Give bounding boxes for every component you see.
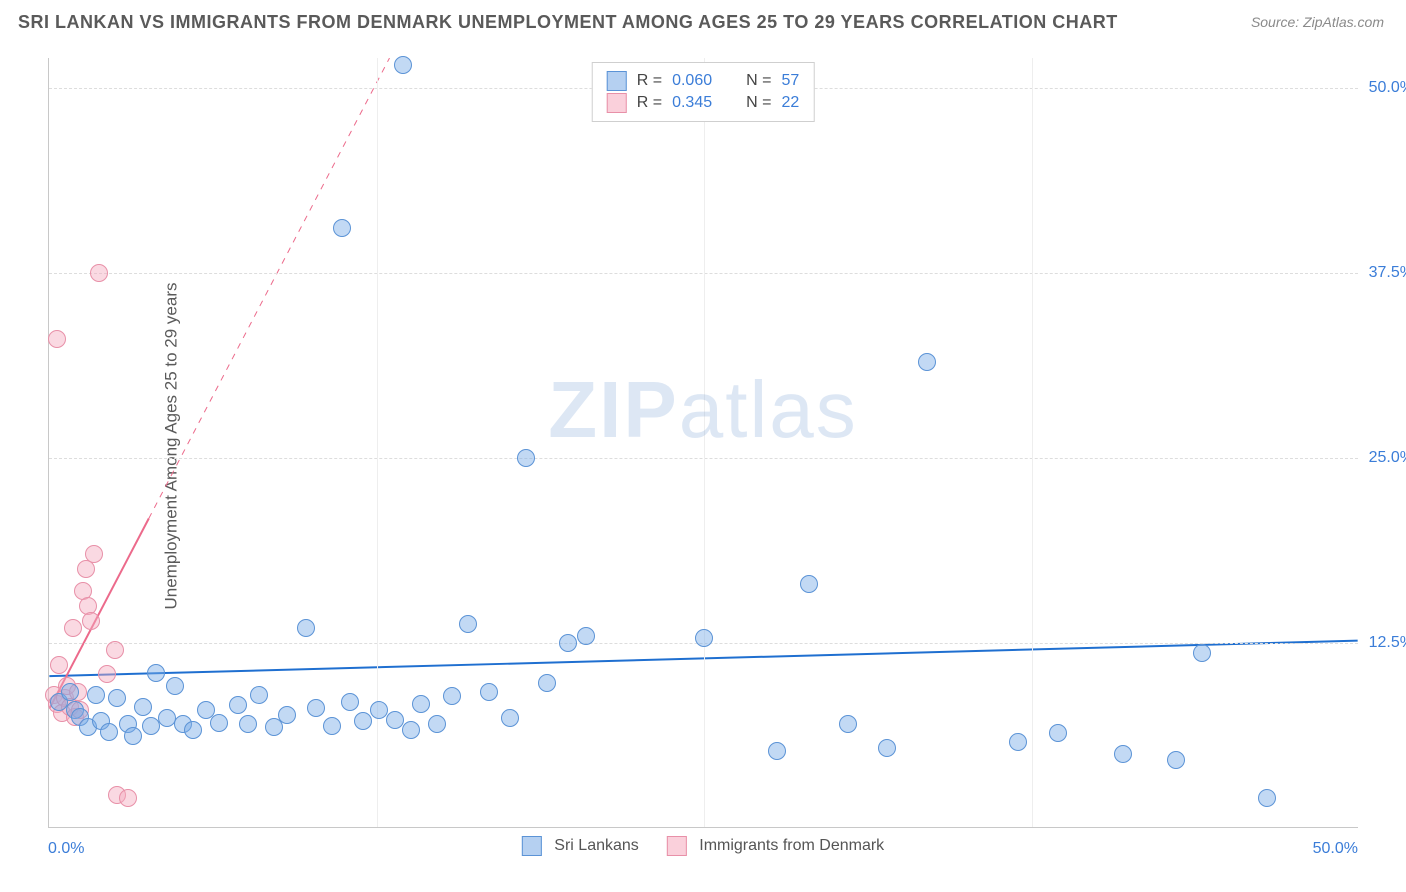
legend-swatch-pink — [667, 836, 687, 856]
legend-stats: R = 0.060 N = 57 R = 0.345 N = 22 — [592, 62, 815, 122]
data-point — [517, 449, 535, 467]
data-point — [1167, 751, 1185, 769]
data-point — [134, 698, 152, 716]
data-point — [90, 264, 108, 282]
data-point — [1258, 789, 1276, 807]
legend-label-pink: Immigrants from Denmark — [699, 837, 884, 854]
data-point — [443, 687, 461, 705]
data-point — [210, 714, 228, 732]
data-point — [64, 619, 82, 637]
data-point — [341, 693, 359, 711]
data-point — [48, 330, 66, 348]
data-point — [323, 717, 341, 735]
data-point — [50, 656, 68, 674]
data-point — [394, 56, 412, 74]
r-value-pink: 0.345 — [672, 94, 712, 112]
data-point — [87, 686, 105, 704]
data-point — [412, 695, 430, 713]
legend-swatch-pink — [607, 93, 627, 113]
y-tick-label: 12.5% — [1369, 634, 1406, 652]
n-value-pink: 22 — [781, 94, 799, 112]
data-point — [100, 723, 118, 741]
x-tick-max: 50.0% — [1313, 840, 1358, 858]
data-point — [839, 715, 857, 733]
legend-stats-row-pink: R = 0.345 N = 22 — [607, 93, 800, 113]
data-point — [577, 627, 595, 645]
legend-swatch-blue — [522, 836, 542, 856]
data-point — [166, 677, 184, 695]
data-point — [239, 715, 257, 733]
gridline-v — [704, 58, 705, 827]
r-label: R = — [637, 94, 662, 112]
data-point — [82, 612, 100, 630]
correlation-chart: SRI LANKAN VS IMMIGRANTS FROM DENMARK UN… — [0, 0, 1406, 892]
data-point — [459, 615, 477, 633]
data-point — [480, 683, 498, 701]
data-point — [538, 674, 556, 692]
legend-swatch-blue — [607, 71, 627, 91]
data-point — [878, 739, 896, 757]
data-point — [768, 742, 786, 760]
data-point — [278, 706, 296, 724]
data-point — [428, 715, 446, 733]
data-point — [695, 629, 713, 647]
legend-series: Sri Lankans Immigrants from Denmark — [522, 836, 884, 856]
plot-area: 12.5%25.0%37.5%50.0% — [48, 58, 1358, 828]
data-point — [297, 619, 315, 637]
r-label: R = — [637, 72, 662, 90]
data-point — [1114, 745, 1132, 763]
chart-title: SRI LANKAN VS IMMIGRANTS FROM DENMARK UN… — [18, 12, 1118, 33]
data-point — [307, 699, 325, 717]
y-tick-label: 37.5% — [1369, 264, 1406, 282]
data-point — [333, 219, 351, 237]
gridline-v — [1032, 58, 1033, 827]
data-point — [1049, 724, 1067, 742]
r-value-blue: 0.060 — [672, 72, 712, 90]
data-point — [124, 727, 142, 745]
x-tick-min: 0.0% — [48, 840, 84, 858]
legend-item-blue: Sri Lankans — [522, 836, 639, 856]
data-point — [250, 686, 268, 704]
data-point — [800, 575, 818, 593]
data-point — [184, 721, 202, 739]
data-point — [98, 665, 116, 683]
legend-label-blue: Sri Lankans — [554, 837, 639, 854]
data-point — [559, 634, 577, 652]
data-point — [402, 721, 420, 739]
n-label: N = — [746, 94, 771, 112]
data-point — [106, 641, 124, 659]
data-point — [501, 709, 519, 727]
chart-source: Source: ZipAtlas.com — [1251, 14, 1384, 30]
data-point — [354, 712, 372, 730]
data-point — [108, 689, 126, 707]
data-point — [147, 664, 165, 682]
legend-stats-row-blue: R = 0.060 N = 57 — [607, 71, 800, 91]
data-point — [85, 545, 103, 563]
y-tick-label: 25.0% — [1369, 449, 1406, 467]
data-point — [1009, 733, 1027, 751]
data-point — [61, 683, 79, 701]
y-tick-label: 50.0% — [1369, 79, 1406, 97]
legend-item-pink: Immigrants from Denmark — [667, 836, 884, 856]
data-point — [229, 696, 247, 714]
n-value-blue: 57 — [781, 72, 799, 90]
data-point — [1193, 644, 1211, 662]
data-point — [918, 353, 936, 371]
data-point — [119, 789, 137, 807]
n-label: N = — [746, 72, 771, 90]
